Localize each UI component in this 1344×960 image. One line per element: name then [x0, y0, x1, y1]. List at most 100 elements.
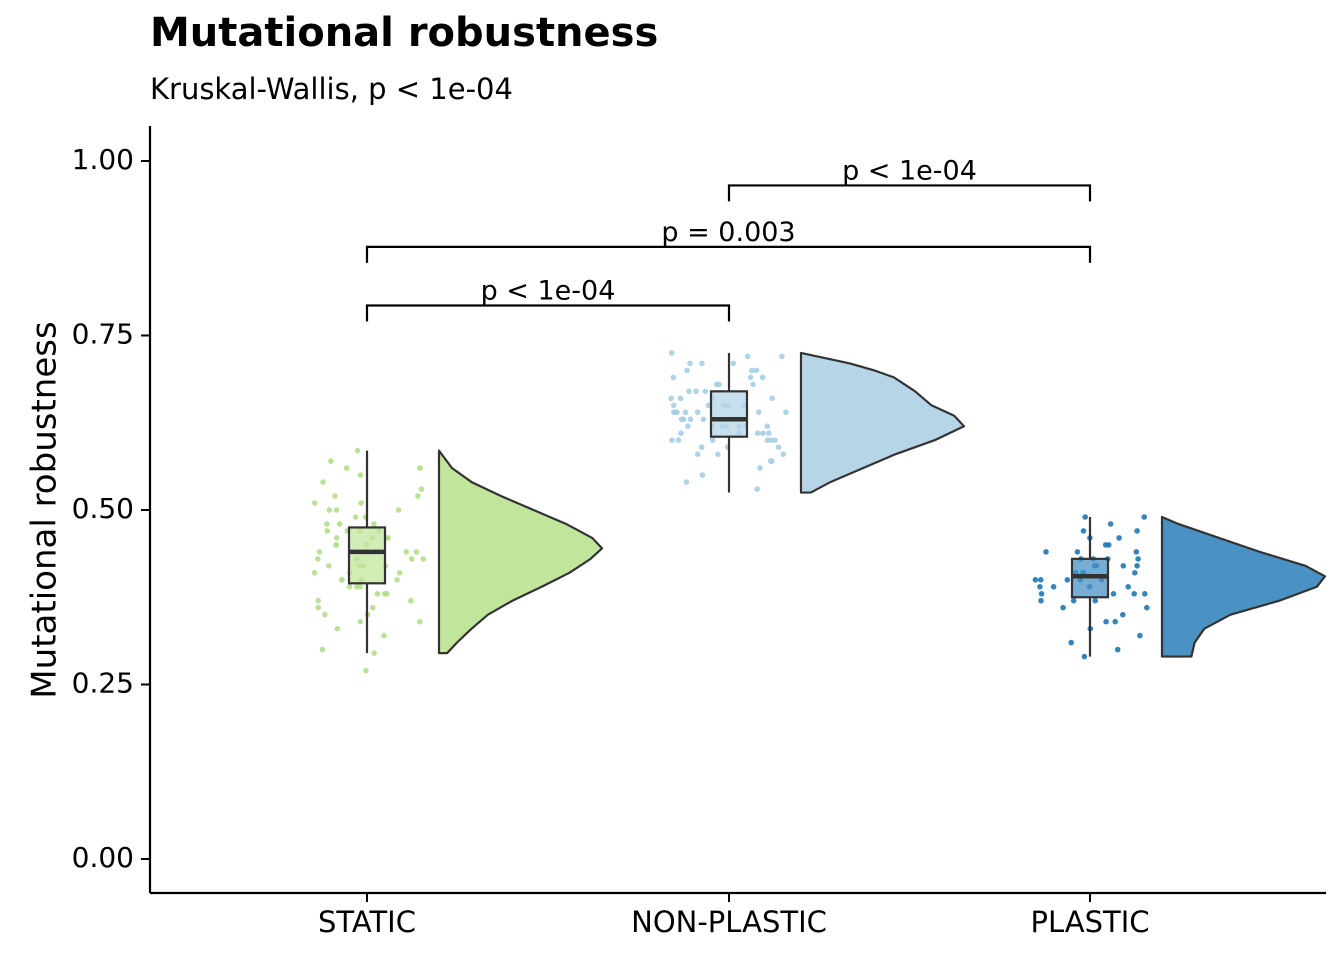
- data-point-non-plastic: [675, 437, 682, 444]
- data-point-non-plastic: [760, 430, 766, 437]
- data-point-non-plastic: [683, 479, 690, 485]
- data-point-non-plastic: [715, 451, 721, 458]
- box-non-plastic: [709, 390, 749, 438]
- data-point-static: [315, 597, 322, 604]
- data-point-static: [324, 521, 330, 527]
- data-point-static: [311, 570, 318, 576]
- data-point-static: [320, 479, 326, 485]
- data-point-non-plastic: [779, 353, 785, 360]
- data-point-non-plastic: [668, 395, 674, 402]
- bracket-static-non-plastic: [365, 304, 731, 322]
- p-value-label: p = 0.003: [661, 217, 795, 248]
- data-point-static: [358, 500, 365, 506]
- data-point-plastic: [1074, 549, 1081, 555]
- data-point-static: [396, 570, 403, 576]
- data-point-static: [417, 465, 423, 471]
- x-tick-label: STATIC: [318, 905, 416, 939]
- data-point-non-plastic: [694, 409, 701, 416]
- data-point-static: [357, 472, 364, 478]
- data-point-static: [408, 597, 414, 604]
- y-axis-label: Mutational robustness: [25, 321, 65, 698]
- data-point-static: [354, 447, 361, 454]
- data-point-plastic: [1080, 528, 1087, 534]
- data-point-non-plastic: [698, 444, 705, 451]
- data-point-static: [381, 632, 387, 639]
- data-point-static: [374, 591, 381, 597]
- y-tick-label: 0.50: [72, 492, 134, 525]
- data-point-non-plastic: [677, 395, 684, 402]
- data-point-plastic: [1114, 646, 1121, 653]
- data-point-plastic: [1133, 549, 1140, 555]
- data-point-static: [333, 542, 340, 548]
- data-point-non-plastic: [716, 381, 722, 388]
- data-point-non-plastic: [678, 430, 684, 437]
- data-point-static: [417, 618, 423, 625]
- data-point-non-plastic: [685, 423, 691, 430]
- y-tick-label: 0.75: [72, 318, 134, 351]
- data-point-plastic: [1068, 639, 1074, 646]
- data-point-static: [357, 584, 363, 590]
- data-point-plastic: [1037, 584, 1043, 590]
- density-cloud-non-plastic: [799, 351, 966, 494]
- data-point-non-plastic: [754, 486, 760, 492]
- data-point-plastic: [1081, 653, 1088, 660]
- data-point-plastic: [1142, 591, 1148, 597]
- data-point-non-plastic: [694, 451, 701, 458]
- data-point-plastic: [1137, 632, 1143, 639]
- data-point-static: [408, 556, 415, 562]
- data-point-plastic: [1112, 618, 1118, 625]
- data-point-static: [370, 604, 376, 611]
- data-point-non-plastic: [753, 367, 760, 374]
- data-point-non-plastic: [780, 451, 787, 458]
- data-point-static: [346, 584, 353, 590]
- data-point-static: [352, 514, 359, 520]
- data-point-static: [315, 604, 321, 611]
- data-point-plastic: [1070, 597, 1077, 604]
- data-point-static: [319, 646, 326, 653]
- data-point-plastic: [1064, 577, 1071, 583]
- data-point-plastic: [1131, 591, 1137, 597]
- data-point-plastic: [1050, 584, 1057, 590]
- data-point-non-plastic: [754, 430, 761, 437]
- x-tick-label: NON-PLASTIC: [631, 905, 827, 939]
- x-tick-label: PLASTIC: [1030, 905, 1149, 939]
- data-point-non-plastic: [669, 437, 675, 444]
- data-point-non-plastic: [730, 360, 737, 367]
- data-point-plastic: [1092, 597, 1098, 604]
- data-point-non-plastic: [755, 409, 762, 416]
- data-point-static: [363, 667, 369, 674]
- data-point-plastic: [1082, 514, 1088, 520]
- data-point-non-plastic: [687, 360, 693, 367]
- boxplots: [347, 352, 1110, 657]
- data-point-non-plastic: [766, 430, 772, 437]
- data-point-non-plastic: [757, 465, 763, 471]
- data-point-non-plastic: [769, 458, 775, 464]
- data-point-static: [403, 549, 410, 555]
- data-point-static: [326, 507, 333, 513]
- data-point-non-plastic: [764, 437, 771, 444]
- bracket-non-plastic-plastic: [727, 184, 1092, 202]
- data-point-static: [413, 549, 420, 555]
- data-point-plastic: [1038, 577, 1044, 583]
- data-point-non-plastic: [772, 437, 778, 444]
- chart-title: Mutational robustness: [150, 10, 659, 56]
- data-point-static: [418, 486, 425, 492]
- data-point-static: [357, 618, 364, 625]
- data-point-non-plastic: [750, 381, 756, 388]
- data-point-non-plastic: [687, 416, 694, 423]
- data-point-plastic: [1102, 542, 1109, 548]
- data-point-non-plastic: [684, 367, 690, 374]
- data-point-static: [381, 591, 388, 597]
- data-point-non-plastic: [744, 353, 751, 360]
- data-point-non-plastic: [709, 437, 716, 444]
- data-point-static: [312, 500, 318, 506]
- axes: Mutational robustness 0.00 0.25 0.50 0.75 1.…: [25, 126, 1326, 939]
- data-point-non-plastic: [749, 367, 755, 374]
- data-point-non-plastic: [759, 374, 766, 381]
- data-point-non-plastic: [682, 409, 689, 416]
- y-tick-label: 0.00: [72, 841, 134, 874]
- data-point-static: [333, 507, 340, 513]
- data-point-static: [415, 493, 421, 499]
- density-cloud-static: [437, 449, 604, 655]
- data-point-non-plastic: [700, 416, 707, 423]
